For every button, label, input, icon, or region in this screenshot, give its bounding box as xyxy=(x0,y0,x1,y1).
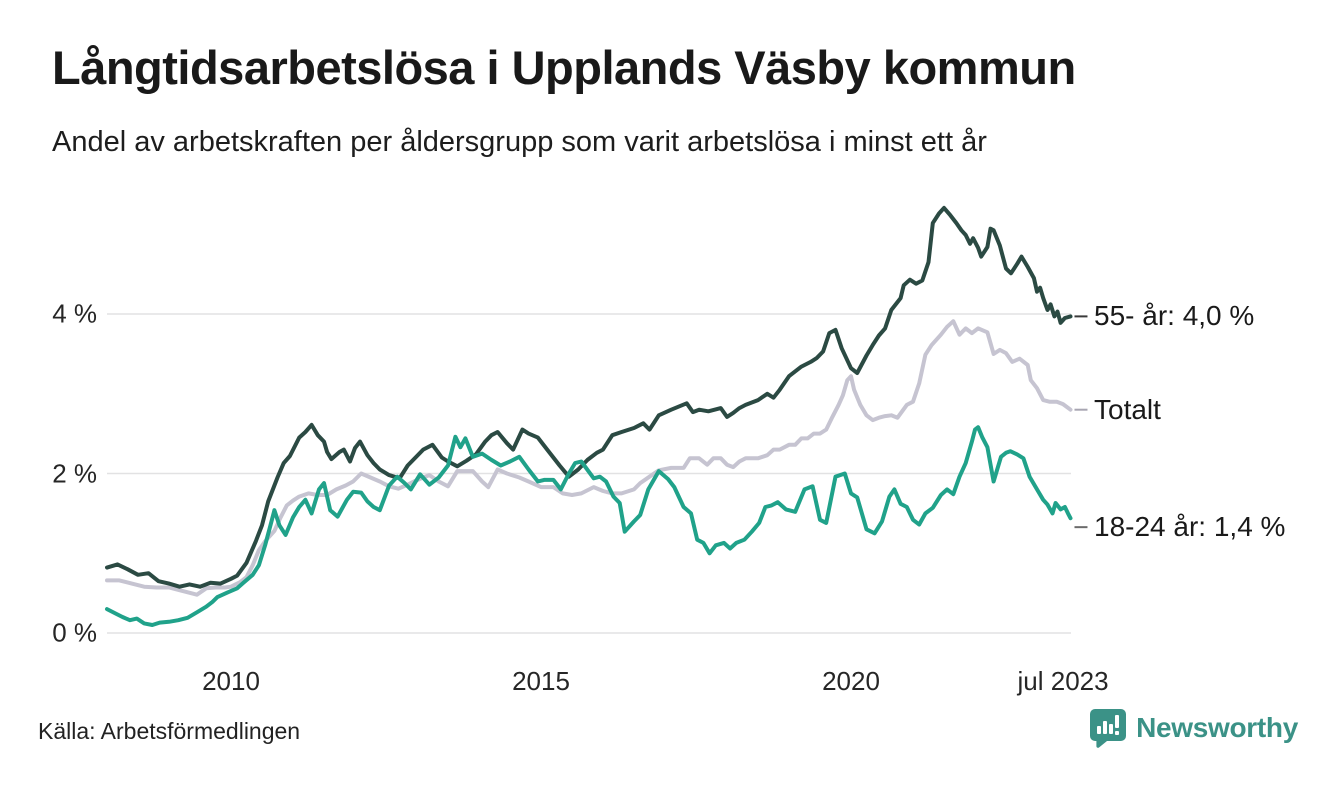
page-title: Långtidsarbetslösa i Upplands Väsby komm… xyxy=(52,41,1076,94)
newsworthy-logo-text: Newsworthy xyxy=(1136,712,1298,743)
series-end-label-18-24-ar: 18-24 år: 1,4 % xyxy=(1094,511,1286,543)
page-subtitle: Andel av arbetskraften per åldersgrupp s… xyxy=(52,126,987,158)
newsworthy-logo-icon xyxy=(1089,708,1127,748)
y-axis-tick-label-0: 0 % xyxy=(52,617,97,648)
x-axis-tick-label-2020: 2020 xyxy=(822,666,880,696)
newsworthy-logo: Newsworthy xyxy=(1089,708,1298,748)
series-line-55-ar xyxy=(105,205,1073,589)
y-axis-tick-label-4: 4 % xyxy=(52,298,97,329)
y-axis-tick-label-2: 2 % xyxy=(52,458,97,488)
x-axis-tick-label-2015: 2015 xyxy=(512,666,570,696)
series-line-18-24-ar xyxy=(105,425,1073,627)
series-end-label-55-ar: 55- år: 4,0 % xyxy=(1094,300,1255,332)
x-axis-tick-label-2010: 2010 xyxy=(202,666,260,696)
series-end-label-totalt: Totalt xyxy=(1094,393,1161,425)
source-text: Källa: Arbetsförmedlingen xyxy=(38,718,301,744)
x-axis-tick-label-jul-2023: jul 2023 xyxy=(1017,666,1109,696)
series-line-totalt xyxy=(105,319,1073,597)
